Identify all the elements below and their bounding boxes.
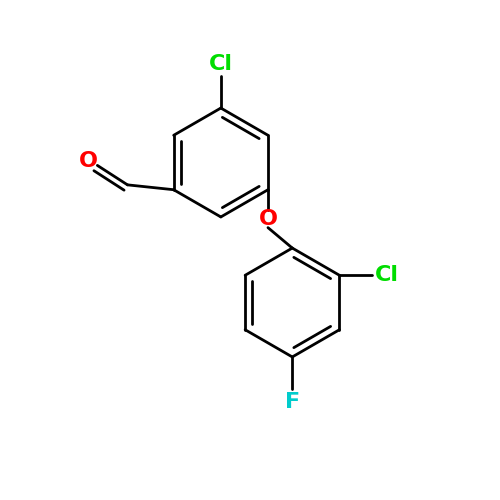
Text: Cl: Cl xyxy=(375,266,399,285)
Text: Cl: Cl xyxy=(209,54,233,74)
Text: F: F xyxy=(284,392,300,412)
Text: O: O xyxy=(258,209,278,229)
Text: O: O xyxy=(79,150,98,171)
